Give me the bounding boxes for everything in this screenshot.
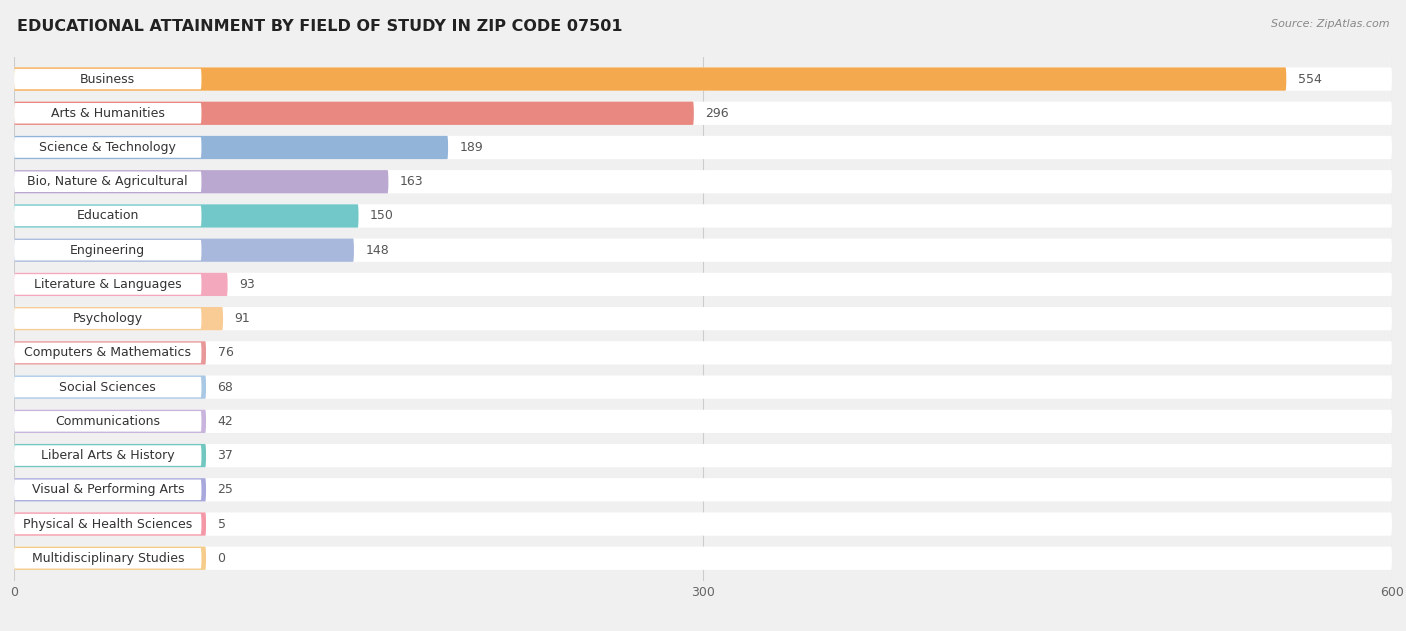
FancyBboxPatch shape <box>14 270 1392 299</box>
Text: 163: 163 <box>399 175 423 188</box>
FancyBboxPatch shape <box>14 204 359 228</box>
FancyBboxPatch shape <box>14 172 201 192</box>
FancyBboxPatch shape <box>14 480 201 500</box>
FancyBboxPatch shape <box>14 170 388 193</box>
FancyBboxPatch shape <box>14 510 1392 538</box>
FancyBboxPatch shape <box>14 444 1392 467</box>
FancyBboxPatch shape <box>14 307 224 330</box>
FancyBboxPatch shape <box>14 136 1392 159</box>
Text: Science & Technology: Science & Technology <box>39 141 176 154</box>
Text: 296: 296 <box>706 107 728 120</box>
FancyBboxPatch shape <box>14 304 1392 333</box>
FancyBboxPatch shape <box>14 201 1392 230</box>
FancyBboxPatch shape <box>14 512 1392 536</box>
Text: Education: Education <box>76 209 139 223</box>
Text: 0: 0 <box>218 551 225 565</box>
FancyBboxPatch shape <box>14 274 201 295</box>
Text: Engineering: Engineering <box>70 244 145 257</box>
FancyBboxPatch shape <box>14 239 1392 262</box>
FancyBboxPatch shape <box>14 102 1392 125</box>
FancyBboxPatch shape <box>14 206 201 227</box>
FancyBboxPatch shape <box>14 441 1392 470</box>
Text: 42: 42 <box>218 415 233 428</box>
Text: Arts & Humanities: Arts & Humanities <box>51 107 165 120</box>
FancyBboxPatch shape <box>14 373 1392 401</box>
Text: 148: 148 <box>366 244 389 257</box>
Text: 554: 554 <box>1298 73 1322 86</box>
Text: Computers & Mathematics: Computers & Mathematics <box>24 346 191 360</box>
FancyBboxPatch shape <box>14 273 1392 296</box>
FancyBboxPatch shape <box>14 204 1392 228</box>
FancyBboxPatch shape <box>14 475 1392 504</box>
Text: 37: 37 <box>218 449 233 462</box>
FancyBboxPatch shape <box>14 546 1392 570</box>
FancyBboxPatch shape <box>14 309 201 329</box>
Text: Physical & Health Sciences: Physical & Health Sciences <box>22 517 193 531</box>
FancyBboxPatch shape <box>14 546 207 570</box>
Text: Bio, Nature & Agricultural: Bio, Nature & Agricultural <box>28 175 188 188</box>
FancyBboxPatch shape <box>14 69 201 90</box>
Text: EDUCATIONAL ATTAINMENT BY FIELD OF STUDY IN ZIP CODE 07501: EDUCATIONAL ATTAINMENT BY FIELD OF STUDY… <box>17 19 623 34</box>
FancyBboxPatch shape <box>14 411 201 432</box>
FancyBboxPatch shape <box>14 236 1392 264</box>
FancyBboxPatch shape <box>14 136 449 159</box>
FancyBboxPatch shape <box>14 240 201 261</box>
FancyBboxPatch shape <box>14 307 1392 330</box>
FancyBboxPatch shape <box>14 410 207 433</box>
FancyBboxPatch shape <box>14 99 1392 127</box>
FancyBboxPatch shape <box>14 343 201 363</box>
Text: Communications: Communications <box>55 415 160 428</box>
Text: 93: 93 <box>239 278 254 291</box>
Text: 189: 189 <box>460 141 484 154</box>
Text: 91: 91 <box>235 312 250 325</box>
FancyBboxPatch shape <box>14 548 201 569</box>
FancyBboxPatch shape <box>14 445 201 466</box>
Text: 25: 25 <box>218 483 233 497</box>
Text: Social Sciences: Social Sciences <box>59 380 156 394</box>
FancyBboxPatch shape <box>14 544 1392 573</box>
FancyBboxPatch shape <box>14 170 1392 193</box>
FancyBboxPatch shape <box>14 407 1392 436</box>
FancyBboxPatch shape <box>14 167 1392 196</box>
FancyBboxPatch shape <box>14 102 693 125</box>
Text: Multidisciplinary Studies: Multidisciplinary Studies <box>31 551 184 565</box>
Text: Psychology: Psychology <box>73 312 143 325</box>
FancyBboxPatch shape <box>14 410 1392 433</box>
FancyBboxPatch shape <box>14 341 207 365</box>
FancyBboxPatch shape <box>14 375 1392 399</box>
Text: Visual & Performing Arts: Visual & Performing Arts <box>31 483 184 497</box>
FancyBboxPatch shape <box>14 478 207 502</box>
FancyBboxPatch shape <box>14 512 207 536</box>
Text: Business: Business <box>80 73 135 86</box>
FancyBboxPatch shape <box>14 68 1392 91</box>
Text: Literature & Languages: Literature & Languages <box>34 278 181 291</box>
FancyBboxPatch shape <box>14 338 1392 367</box>
FancyBboxPatch shape <box>14 103 201 124</box>
Text: Source: ZipAtlas.com: Source: ZipAtlas.com <box>1271 19 1389 29</box>
FancyBboxPatch shape <box>14 133 1392 162</box>
FancyBboxPatch shape <box>14 68 1286 91</box>
Text: 68: 68 <box>218 380 233 394</box>
Text: Liberal Arts & History: Liberal Arts & History <box>41 449 174 462</box>
FancyBboxPatch shape <box>14 273 228 296</box>
Text: 5: 5 <box>218 517 225 531</box>
FancyBboxPatch shape <box>14 377 201 398</box>
Text: 150: 150 <box>370 209 394 223</box>
FancyBboxPatch shape <box>14 514 201 534</box>
FancyBboxPatch shape <box>14 239 354 262</box>
FancyBboxPatch shape <box>14 375 207 399</box>
FancyBboxPatch shape <box>14 64 1392 93</box>
Text: 76: 76 <box>218 346 233 360</box>
FancyBboxPatch shape <box>14 478 1392 502</box>
FancyBboxPatch shape <box>14 341 1392 365</box>
FancyBboxPatch shape <box>14 137 201 158</box>
FancyBboxPatch shape <box>14 444 207 467</box>
